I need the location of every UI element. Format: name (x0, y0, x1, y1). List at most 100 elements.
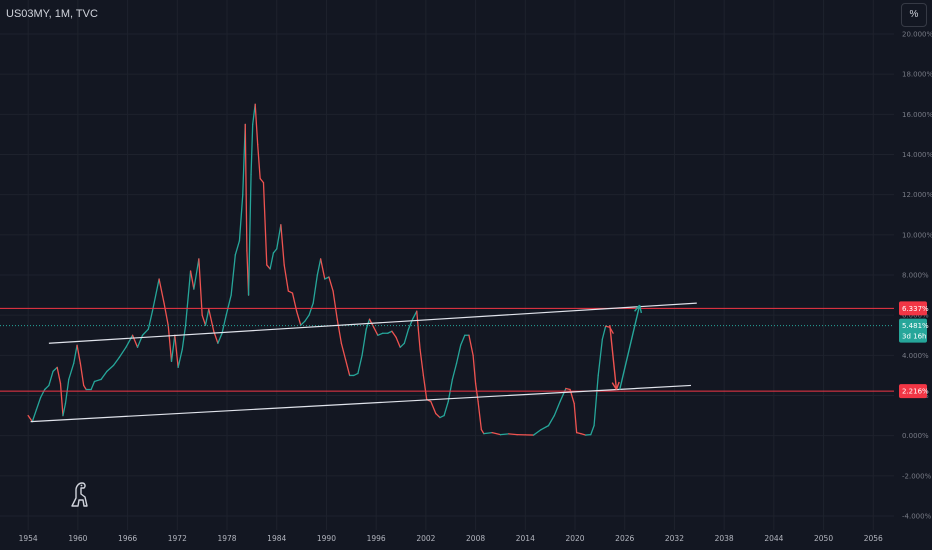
level-price-label: 6.337% (902, 305, 929, 313)
level-price-tag (899, 384, 927, 399)
x-tick-label: 1954 (19, 534, 38, 543)
x-tick-label: 2032 (665, 534, 684, 543)
price-segment (238, 194, 244, 242)
price-segment (324, 276, 330, 280)
price-segment (259, 177, 265, 184)
x-tick-label: 2002 (416, 534, 435, 543)
dino-icon (71, 482, 88, 507)
price-segment (508, 433, 518, 436)
price-segment (151, 278, 160, 312)
time-axis[interactable]: 1954 1960 1966 1972 1978 1984 1990 1996 2002 2008… (19, 534, 883, 543)
price-segment (35, 396, 42, 411)
x-tick-label: 1972 (168, 534, 187, 543)
price-segment (106, 364, 115, 373)
price-segment (225, 294, 232, 316)
price-segment (328, 276, 334, 292)
price-segment (230, 254, 236, 296)
price-segment (147, 310, 154, 330)
price-segment (340, 342, 347, 361)
y-tick-label: -4.000% (902, 513, 932, 521)
price-segment (247, 173, 252, 296)
up-arrow-head (638, 304, 643, 314)
price-segment (234, 240, 241, 256)
y-tick-label: 8.000% (902, 272, 929, 280)
price-segment (158, 278, 165, 304)
y-tick-label: 16.000% (902, 111, 932, 119)
price-segment (76, 344, 82, 365)
price-segment (163, 302, 169, 326)
price-segment (100, 370, 108, 381)
x-tick-label: 2020 (565, 534, 584, 543)
bar-countdown-label: 3d 16h (902, 333, 926, 341)
current-price-label: 5.481% (902, 322, 929, 330)
price-segment (593, 374, 599, 427)
price-segment (204, 308, 210, 326)
price-segment (491, 432, 502, 436)
y-tick-label: 14.000% (902, 151, 932, 159)
price-segment (480, 428, 485, 435)
price-segment (217, 332, 223, 344)
price-segment (460, 334, 466, 346)
symbol-title[interactable]: US03MY, 1M, TVC (6, 8, 98, 20)
price-segment (474, 382, 479, 403)
price-segment (540, 424, 550, 431)
price-series (27, 103, 614, 436)
price-segment (93, 378, 102, 383)
y-tick-label: 10.000% (902, 231, 932, 239)
price-segment (208, 308, 215, 332)
price-segment (580, 433, 587, 436)
price-segment (532, 428, 542, 436)
price-segment (90, 380, 96, 391)
price-segment (403, 328, 410, 344)
price-segment (56, 366, 62, 385)
price-segment (141, 328, 149, 336)
price-segment (395, 336, 401, 348)
price-segment (272, 248, 278, 254)
percent-scale-button[interactable]: % (901, 3, 927, 27)
price-segment (48, 370, 54, 387)
price-segment (257, 143, 261, 180)
price-segment (79, 362, 85, 387)
price-segment (451, 362, 458, 381)
price-segment (419, 348, 425, 377)
x-tick-label: 1978 (217, 534, 236, 543)
x-tick-label: 1966 (118, 534, 137, 543)
x-tick-label: 1984 (267, 534, 286, 543)
price-segment (597, 338, 604, 377)
price-segment (387, 330, 393, 334)
y-tick-label: 0.000% (902, 432, 929, 440)
price-segment (193, 258, 200, 290)
price-segment (319, 258, 326, 280)
y-tick-label: 12.000% (902, 191, 932, 199)
x-tick-label: 2014 (516, 534, 535, 543)
price-segment (573, 402, 578, 434)
price-segment (27, 414, 33, 423)
price-segment (601, 325, 607, 340)
price-segment (336, 318, 343, 344)
price-segment (189, 270, 195, 290)
price-segment (73, 344, 78, 365)
price-segment (547, 414, 555, 427)
price-segment (312, 274, 318, 304)
price-segment (439, 414, 445, 419)
price-segment (280, 224, 285, 266)
price-segment (174, 334, 179, 369)
price-segment (361, 328, 367, 356)
current-price-tag (899, 318, 927, 343)
y-tick-label: 4.000% (902, 352, 929, 360)
price-segment (605, 325, 611, 328)
price-segment (477, 400, 483, 431)
up-arrow-head (634, 304, 641, 312)
price-segment (262, 181, 268, 266)
price-segment (590, 424, 595, 436)
chart-drawings[interactable] (0, 302, 894, 423)
price-segment (455, 344, 462, 365)
price-segment (177, 348, 183, 369)
price-segment (287, 290, 294, 294)
price-segment (250, 123, 254, 176)
level-price-label: 2.216% (902, 388, 929, 396)
price-segment (483, 432, 493, 435)
x-tick-label: 2008 (466, 534, 485, 543)
price-segment (316, 258, 322, 276)
